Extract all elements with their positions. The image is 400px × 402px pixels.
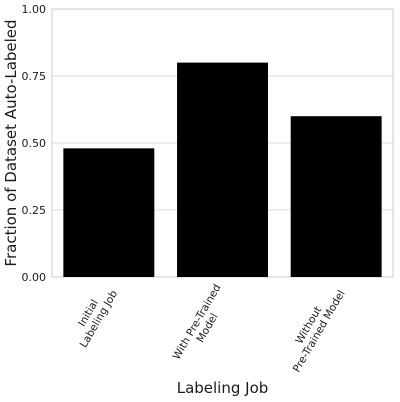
y-tick-labels: 0.00 0.25 0.50 0.75 1.00 [22,3,47,284]
y-tick-label: 0.00 [22,271,47,284]
y-tick-label: 0.50 [22,137,47,150]
y-tick-label: 0.75 [22,70,47,83]
bar [290,116,382,277]
x-tick-label: InitialLabeling Job [67,282,120,350]
x-tick-label: With Pre-TrainedModel [171,282,234,368]
x-axis-label: Labeling Job [177,379,269,397]
x-tick-label: WithoutPre-Trained Model [280,282,348,374]
bars [63,62,382,277]
x-tick-labels: InitialLabeling Job With Pre-TrainedModel… [67,282,348,374]
bar [177,62,268,277]
svg-text:WithoutPre-Trained Model: WithoutPre-Trained Model [280,282,347,374]
bar [63,148,155,277]
y-tick-label: 1.00 [22,3,47,16]
svg-text:InitialLabeling Job: InitialLabeling Job [67,282,120,350]
y-axis-label: Fraction of Dataset Auto-Labeled [2,19,20,266]
y-tick-label: 0.25 [22,204,47,217]
svg-text:With Pre-TrainedModel: With Pre-TrainedModel [171,282,234,368]
